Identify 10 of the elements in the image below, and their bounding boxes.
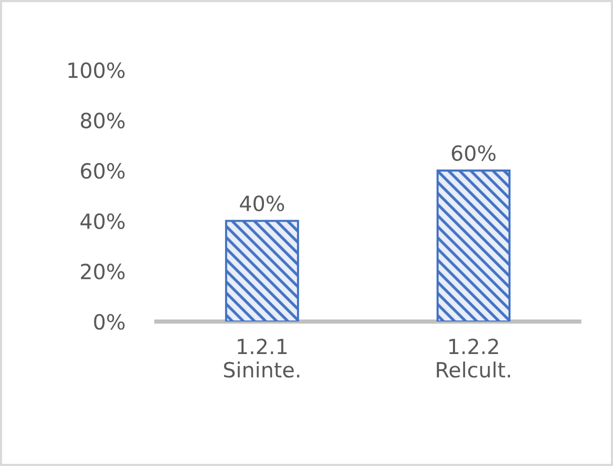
y-tick-label: 40% [80, 213, 125, 230]
y-tick-label: 100% [68, 62, 125, 78]
x-tick-label: 1.2.2 Relcult. [436, 338, 510, 378]
x-tick-label: 1.2.1 Sininte. [224, 338, 300, 378]
y-tick-label: 20% [80, 264, 125, 280]
y-tick-label: 80% [80, 112, 125, 128]
y-tick-label: 0% [94, 314, 125, 330]
data-label: 40% [240, 196, 284, 212]
y-tick-label: 60% [80, 163, 125, 179]
data-label: 60% [452, 145, 496, 161]
